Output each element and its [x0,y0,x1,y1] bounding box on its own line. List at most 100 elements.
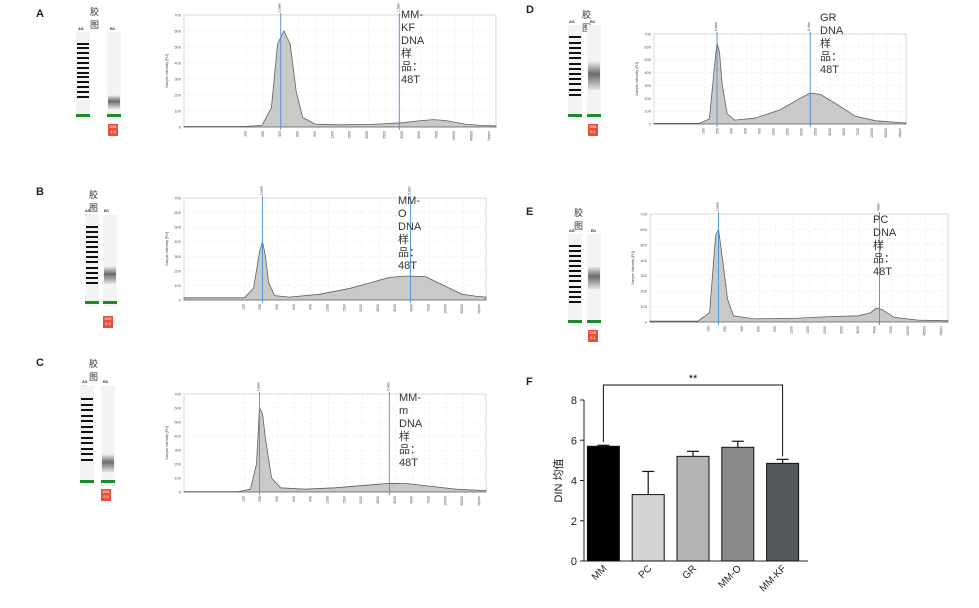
plot-frame [649,213,949,323]
y-tick-label: 6 [571,435,577,447]
ladder-lane [80,386,94,486]
ladder-band [569,67,581,70]
x-tick-label: 1500 [342,304,346,312]
x-tick-label: Upper [477,495,481,505]
gel-title: 胶图 [582,10,592,33]
ladder-band [569,52,581,55]
electropherogram-b: 0 100 200 300 400 500 600 700 100 250 400 600 900 120… [165,186,487,314]
ladder-band [86,256,98,259]
peak-marker-label: Lower [716,202,720,211]
x-tick-label: Upper [477,303,481,313]
y-tick-label: 400 [644,70,651,75]
x-tick-label: 600 [292,304,296,310]
y-tick-label: 700 [174,196,181,201]
x-tick-label: 250 [723,326,727,332]
x-tick-label: 48500 [460,496,464,506]
dna-label: DNA 样品：48T [873,227,896,278]
x-tick-label: 900 [309,496,313,502]
ladder-band [569,93,581,96]
y-tick-label: 400 [174,239,181,244]
plot-frame [183,14,497,128]
x-tick-label: 48500 [469,131,473,141]
lower-marker-band [76,114,90,117]
ladder-lane [568,25,582,120]
x-tick-label: 400 [278,131,282,137]
x-tick-label: 4000 [873,326,877,334]
ladder-band [81,414,93,417]
din-badge: DIN 5.1 [588,330,598,342]
lower-marker-band [80,480,94,483]
sample-tag: MM-KF DNA 样品：48T [401,9,424,87]
y-tick-label: 0 [645,320,648,325]
y-tick-label: 400 [640,258,647,263]
sample-lane [587,234,601,326]
y-axis-label: Sample Intensity [FU] [635,62,639,95]
y-tick-label: 300 [174,448,181,453]
x-tick-label: 48500 [884,128,888,138]
bar [676,455,710,562]
x-tick-label: 2500 [839,326,843,334]
sample-lane [103,215,117,307]
x-tick-label: GR [681,563,699,581]
y-axis-label: Sample Intensity [FU] [165,232,169,265]
x-tick-label: 1500 [806,326,810,334]
sample-smear [104,265,116,284]
x-tick-label: 400 [275,304,279,310]
ladder-band [77,47,89,50]
x-tick-label: Upper [939,325,943,335]
panel-letter-d: D [526,4,534,16]
x-tick-label: 15000 [443,304,447,314]
sample-lane-label: B1 [590,19,596,24]
y-tick-label: 2 [571,516,577,528]
trace-area [649,228,949,323]
ladder-band [569,275,581,278]
ladder-band [569,72,581,75]
peak-marker-label: Lower [257,382,261,391]
din-badge: DIN 5.6 [101,489,111,501]
x-tick-label: 15000 [452,131,456,141]
sample-smear [108,95,120,109]
x-tick-label: 600 [292,496,296,502]
ladder-band [77,66,89,69]
x-tick-label: 15000 [443,496,447,506]
dna-label: DNA 样品：48T [398,221,421,272]
ladder-band [81,442,93,444]
electropherogram-a: 0 100 200 300 400 500 600 700 100 250 400 600 900 120… [165,3,497,141]
ladder-band [77,76,89,79]
x-tick-label: 4000 [410,304,414,312]
lower-marker-band [85,301,99,304]
x-tick-label: 250 [258,496,262,502]
y-tick-label: 0 [179,298,182,303]
x-tick-label: 3000 [393,304,397,312]
y-tick-label: 4 [571,476,577,488]
ladder-band [81,436,93,439]
ladder-band [81,403,93,406]
sample-smear [588,61,600,90]
x-tick-label: 15000 [906,326,910,336]
dna-label: DNA 样品：48T [399,418,422,469]
ladder-band [86,226,98,229]
peak-marker-label: Lower [714,22,718,31]
sample-lane-label: B2 [103,379,109,384]
y-tick-label: 100 [174,283,181,288]
x-tick-label: MM-KF [758,563,789,594]
sample-smear [588,266,600,290]
x-tick-label: 900 [313,131,317,137]
panel-letter-e: E [526,206,534,218]
x-tick-label: 900 [773,326,777,332]
x-tick-label: 2500 [382,131,386,139]
y-tick-label: 600 [174,29,181,34]
significance-label: ** [689,373,698,385]
peak-marker-label: Lower [260,186,264,195]
x-tick-label: 3000 [393,496,397,504]
x-tick-label: 900 [309,304,313,310]
y-axis-label: Sample Intensity [FU] [165,426,169,459]
significance-bracket [602,384,784,457]
ladder-band [569,280,581,283]
ladder-band [569,265,581,268]
sample-name: MM-O [398,195,420,220]
x-tick-label: 3000 [400,131,404,139]
ladder-band [81,420,93,422]
lower-marker-band [587,114,601,117]
x-tick-label: 2000 [359,496,363,504]
